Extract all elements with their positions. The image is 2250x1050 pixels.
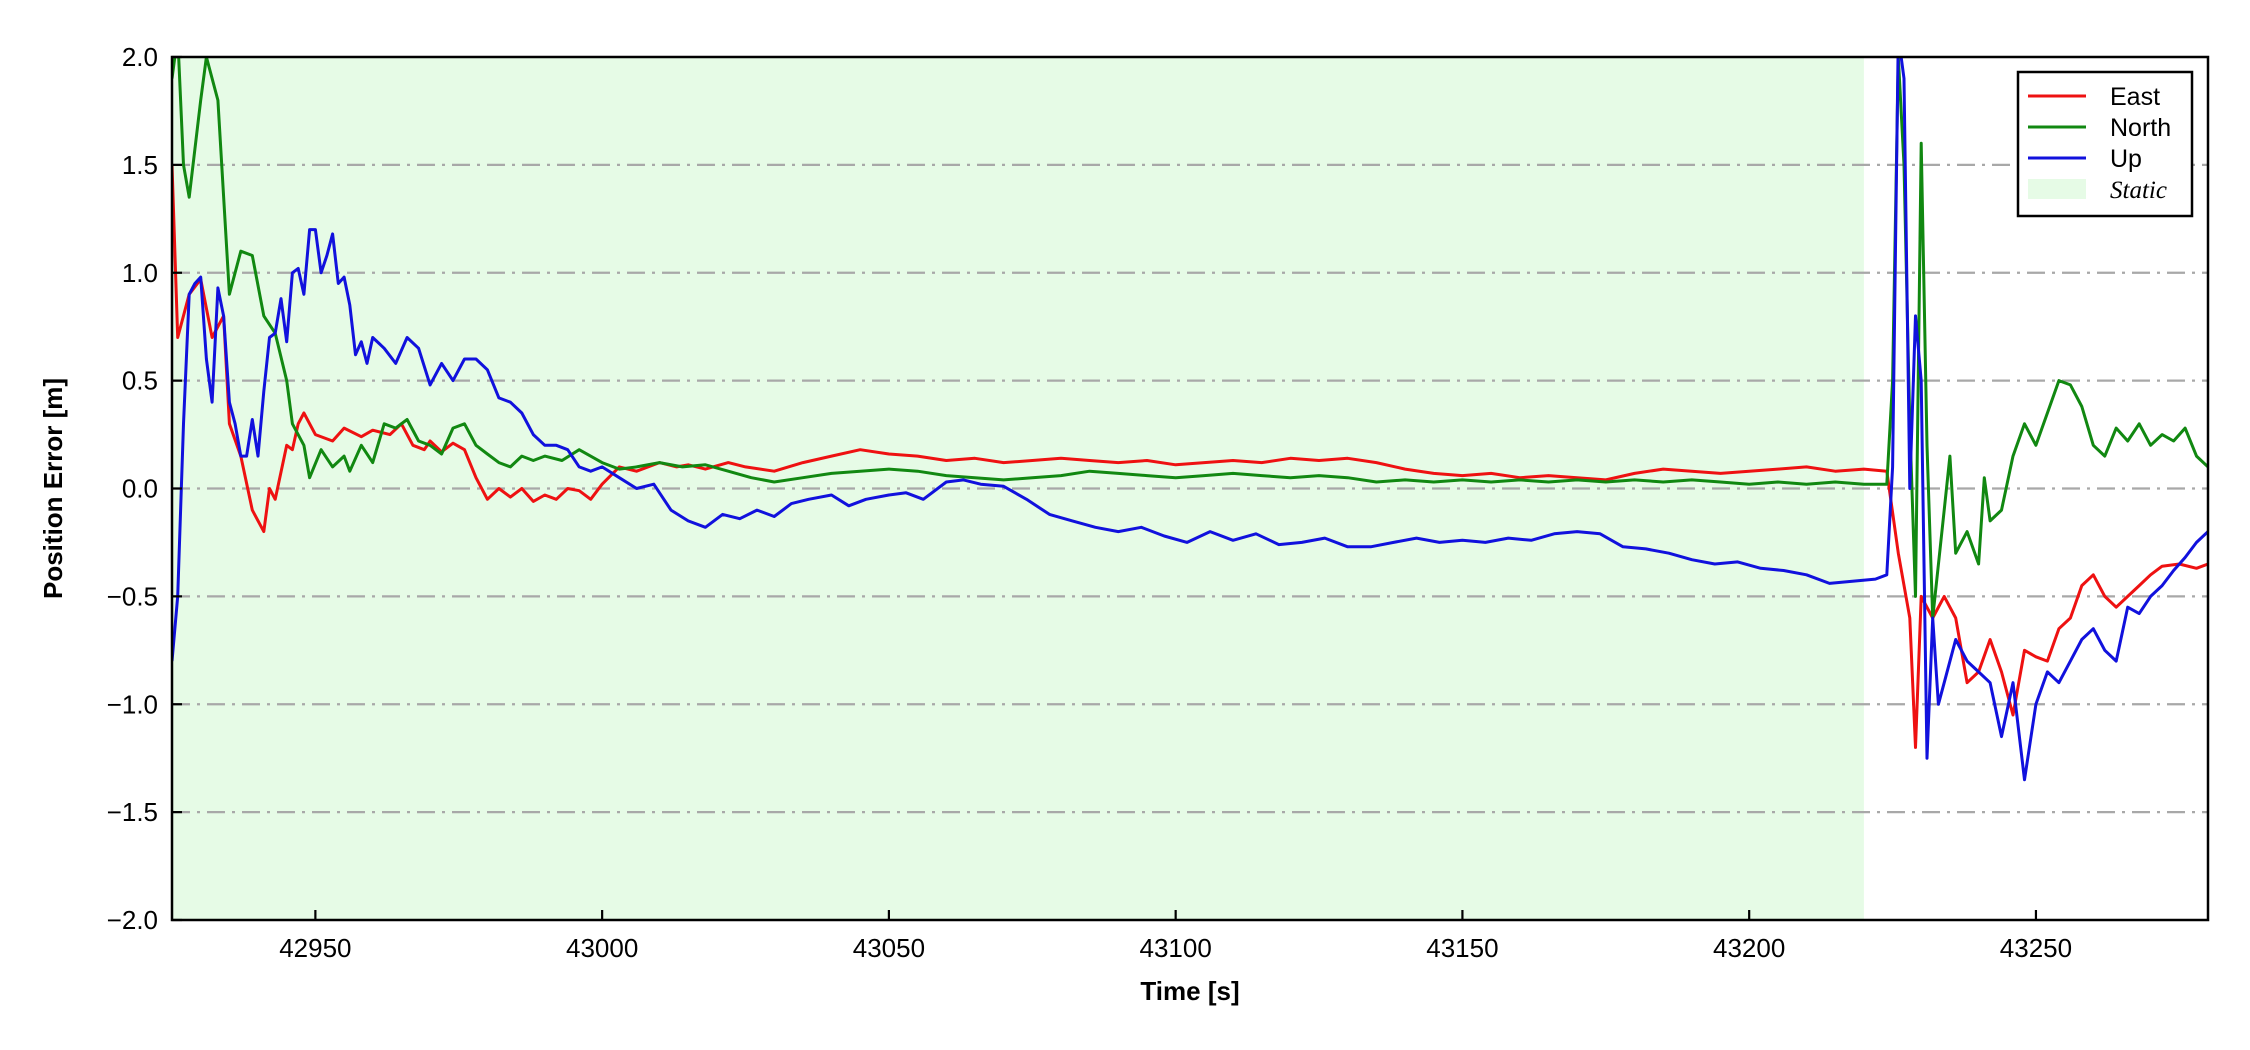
series-line-east — [172, 164, 2208, 749]
plot-area — [170, 55, 2210, 922]
legend-swatch-static — [2028, 179, 2086, 199]
x-axis: 42950 43000 43050 43100 43150 43200 43250 — [279, 910, 2072, 963]
x-tick-label: 43000 — [566, 933, 638, 963]
x-tick-label: 43100 — [1140, 933, 1212, 963]
series-lines — [172, 57, 2208, 782]
legend-label-static: Static — [2110, 177, 2167, 204]
grid-lines — [172, 163, 2208, 814]
y-tick-label: −1.5 — [107, 797, 158, 827]
x-axis-title: Time [s] — [1140, 976, 1239, 1006]
x-tick-label: 43150 — [1426, 933, 1498, 963]
y-tick-label: −1.0 — [107, 689, 158, 719]
y-tick-label: −2.0 — [107, 905, 158, 935]
y-tick-label: 1.5 — [122, 150, 158, 180]
series-line-up — [172, 57, 2208, 782]
y-tick-label: 0.0 — [122, 474, 158, 504]
series-line-north — [172, 57, 2208, 620]
legend-label-east: East — [2110, 83, 2160, 111]
x-tick-label: 43250 — [2000, 933, 2072, 963]
x-tick-label: 43050 — [853, 933, 925, 963]
y-axis-title: Position Error [m] — [38, 378, 68, 599]
y-axis: 2.0 1.5 1.0 0.5 0.0 −0.5 −1.0 −1.5 −2.0 — [107, 42, 182, 935]
legend-label-up: Up — [2110, 145, 2142, 173]
y-tick-label: −0.5 — [107, 581, 158, 611]
y-tick-label: 0.5 — [122, 366, 158, 396]
legend-label-north: North — [2110, 114, 2171, 142]
y-tick-label: 1.0 — [122, 258, 158, 288]
y-tick-label: 2.0 — [122, 42, 158, 72]
legend: East North Up Static — [2016, 70, 2194, 218]
x-tick-label: 42950 — [279, 933, 351, 963]
x-tick-label: 43200 — [1713, 933, 1785, 963]
